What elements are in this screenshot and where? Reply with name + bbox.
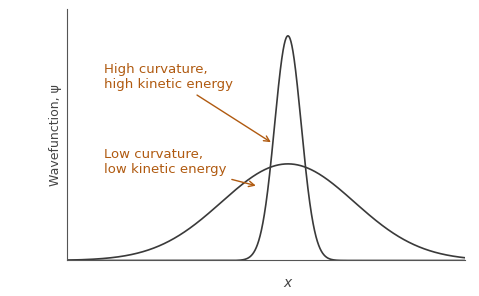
Text: Low curvature,
low kinetic energy: Low curvature, low kinetic energy <box>104 148 254 186</box>
Text: x: x <box>284 276 292 290</box>
Y-axis label: Wavefunction, ψ: Wavefunction, ψ <box>48 84 61 186</box>
Text: High curvature,
high kinetic energy: High curvature, high kinetic energy <box>104 63 270 141</box>
